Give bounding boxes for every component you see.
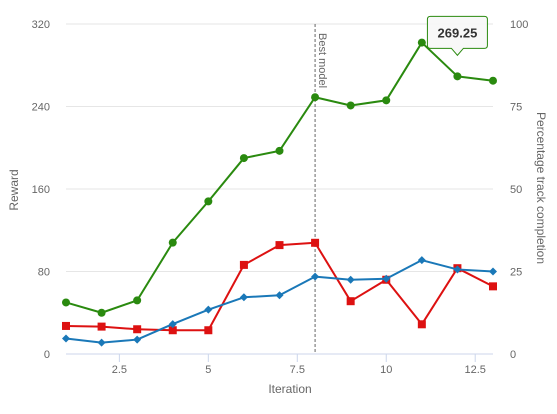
y-left-tick-label-0: 0 [44,349,50,361]
series-0-point-1[interactable] [97,308,106,317]
axes: 2.5 5 7.5 10 12.5 0 80 160 240 320 0 25 50 75 100 [32,19,529,376]
series-1-point-6[interactable] [275,241,284,250]
y-right-tick-label-2: 50 [510,184,522,196]
series-1-point-3[interactable] [168,326,177,335]
series-2-point-10[interactable] [417,256,426,265]
series-2-point-8[interactable] [346,275,355,284]
y-axis-right-title: Percentage track completion [534,112,548,264]
series-0-point-2[interactable] [133,296,142,305]
series-2-point-0[interactable] [62,334,70,343]
y-left-tick-label-2: 160 [32,184,50,196]
x-tick-label-2: 7.5 [290,364,305,376]
series-2-point-2[interactable] [133,335,142,344]
series-0-point-5[interactable] [239,154,248,163]
series-0-point-4[interactable] [204,197,213,206]
series-1-point-7[interactable] [311,238,320,247]
y-right-tick-label-1: 25 [510,267,522,279]
series-2-point-4[interactable] [204,305,213,314]
series-1-point-1[interactable] [97,322,106,331]
x-tick-label-1: 5 [205,364,211,376]
series-1 [62,238,497,335]
tooltip-value: 269.25 [438,25,478,40]
series-2-line [65,259,494,344]
x-tick-label-4: 12.5 [464,364,485,376]
x-tick-label-3: 10 [380,364,392,376]
y-axis-left-title: Reward [7,169,21,210]
series-2-point-6[interactable] [275,291,284,300]
series-1-point-12[interactable] [489,282,497,291]
series-0-point-6[interactable] [275,146,284,155]
series-1-point-0[interactable] [62,321,70,330]
y-left-tick-label-4: 320 [32,19,50,31]
series-2-point-9[interactable] [382,274,391,283]
series-0-point-8[interactable] [346,101,355,110]
series-2-point-7[interactable] [311,272,320,281]
series-0-line [65,41,494,314]
series-0 [62,38,497,317]
series-0-point-11[interactable] [453,72,462,81]
best-model-label: Best model [316,33,328,88]
y-right-tick-label-0: 0 [510,349,516,361]
best-model-plot-line: Best model [314,24,328,354]
series-1-point-8[interactable] [346,297,355,306]
series-2 [62,256,497,347]
x-axis-title: Iteration [268,382,311,396]
series-0-point-0[interactable] [62,298,70,307]
series-layer [62,38,497,347]
grid-lines [66,23,493,355]
y-right-tick-label-3: 75 [510,102,522,114]
series-2-point-12[interactable] [489,267,497,276]
y-left-tick-label-1: 80 [38,267,50,279]
series-2-point-5[interactable] [239,293,248,302]
y-left-tick-label-3: 240 [32,102,50,114]
series-1-point-10[interactable] [417,320,426,329]
series-0-point-3[interactable] [168,238,177,247]
series-1-point-5[interactable] [239,260,248,269]
series-0-point-7[interactable] [311,93,320,102]
x-tick-label-0: 2.5 [112,364,127,376]
series-1-point-4[interactable] [204,326,213,335]
series-0-point-9[interactable] [382,96,391,105]
series-0-point-12[interactable] [489,76,497,85]
series-2-point-3[interactable] [168,320,177,329]
series-2-point-11[interactable] [453,265,462,274]
tooltip: 269.25 [426,15,488,57]
series-1-line [65,241,494,332]
y-right-tick-label-4: 100 [510,19,528,31]
series-2-point-1[interactable] [97,338,106,347]
series-1-point-2[interactable] [133,325,142,334]
series-0-point-10[interactable] [417,38,426,47]
tooltip-box [426,15,488,57]
